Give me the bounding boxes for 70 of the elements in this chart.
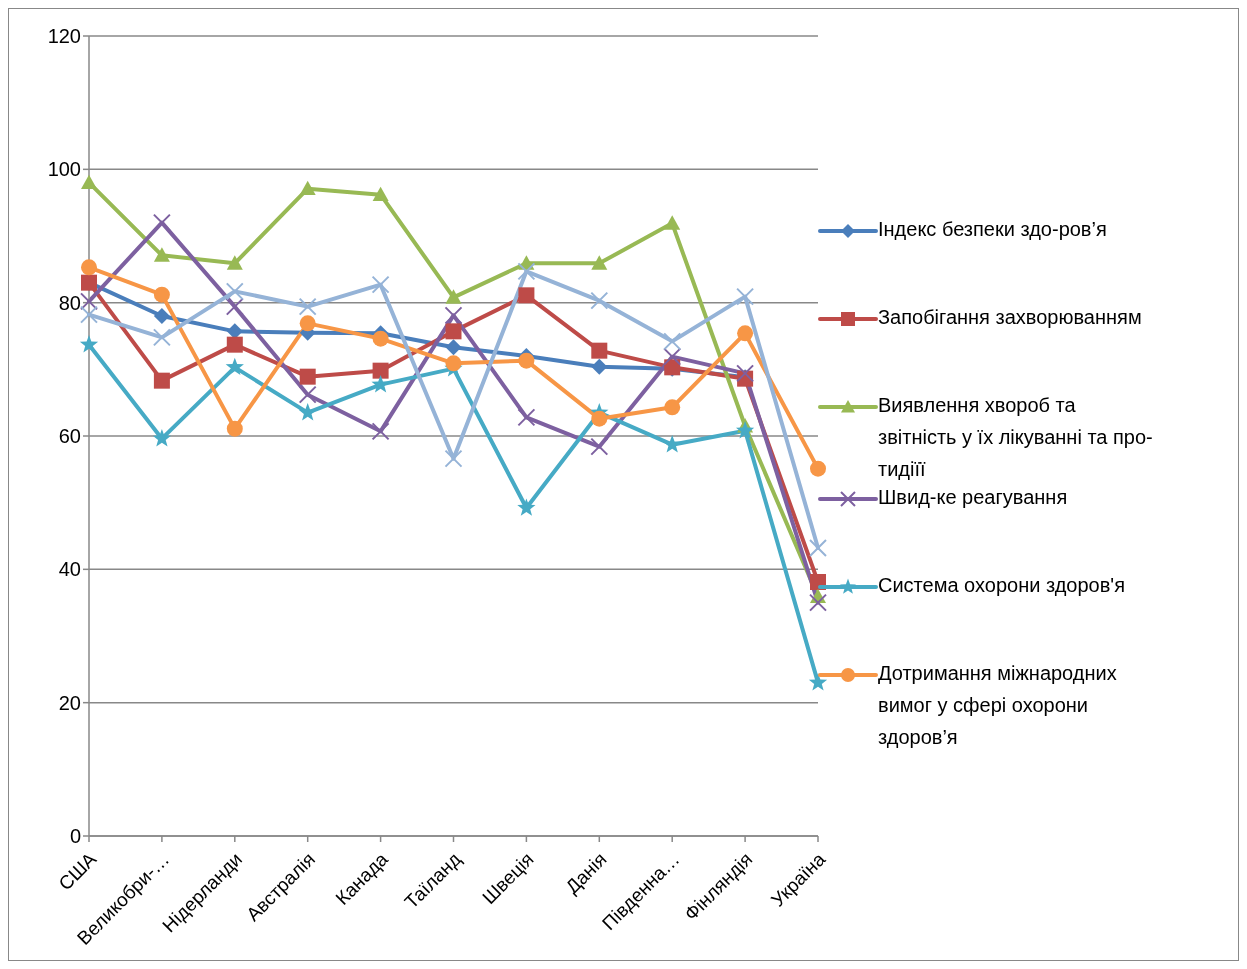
point: [444, 449, 463, 468]
point: [371, 275, 390, 294]
point: [737, 325, 754, 342]
point: [663, 332, 682, 351]
point: [810, 460, 826, 477]
point: [298, 385, 317, 404]
point: [226, 336, 243, 353]
point: [735, 421, 755, 439]
point: [808, 673, 828, 691]
point: [736, 364, 755, 383]
point: [299, 368, 316, 385]
point: [225, 282, 244, 301]
y-tick-label: 120: [47, 25, 81, 48]
point: [153, 286, 170, 303]
point: [518, 287, 535, 304]
point: [445, 289, 462, 304]
point: [591, 410, 608, 427]
point: [298, 297, 317, 316]
y-tick-label: 0: [69, 825, 81, 848]
legend-label: Дотримання міжнародних вимог у сфері охорони здоров’я: [878, 660, 1118, 750]
point: [79, 335, 99, 353]
legend-label: Індекс безпеки здо-ров’я: [878, 216, 1108, 242]
point: [445, 339, 462, 356]
point: [152, 429, 172, 447]
point: [591, 358, 608, 375]
point: [371, 375, 390, 393]
point: [517, 408, 536, 427]
point: [664, 399, 681, 416]
point: [809, 593, 827, 612]
point: [664, 215, 681, 230]
point: [371, 422, 390, 441]
point: [590, 291, 609, 310]
point: [225, 357, 244, 376]
y-tick-label: 20: [58, 691, 81, 714]
point: [372, 330, 389, 347]
point: [444, 306, 463, 325]
y-tick-label: 60: [58, 425, 81, 448]
point: [153, 308, 170, 324]
y-tick-label: 100: [47, 158, 81, 181]
point: [663, 435, 682, 453]
point: [372, 362, 389, 379]
point: [80, 292, 98, 311]
point: [80, 305, 98, 324]
point: [226, 420, 243, 437]
point: [809, 539, 827, 557]
point: [663, 347, 682, 366]
point: [299, 180, 316, 196]
point: [152, 328, 171, 347]
point: [591, 255, 608, 270]
point: [590, 437, 609, 456]
point: [736, 287, 755, 306]
point: [517, 262, 536, 281]
legend-label: Система охорони здоров'я: [878, 572, 1126, 598]
point: [81, 259, 97, 276]
point: [153, 372, 170, 389]
point: [591, 342, 608, 359]
legend-label: Запобігання захворюванням: [878, 304, 1143, 330]
y-tick-label: 80: [58, 291, 81, 314]
point: [445, 355, 462, 372]
point: [299, 315, 316, 332]
point: [518, 352, 535, 369]
legend-label: Виявлення хвороб та звітність у їх лікуванні та про-тидіїї: [878, 392, 1153, 482]
legend-label: Швид-ке реагування: [878, 484, 1069, 510]
point: [153, 247, 170, 262]
point: [372, 186, 389, 202]
point: [81, 174, 97, 190]
point: [226, 255, 243, 270]
point: [517, 498, 536, 516]
y-tick-label: 40: [58, 558, 81, 581]
point: [445, 323, 462, 340]
